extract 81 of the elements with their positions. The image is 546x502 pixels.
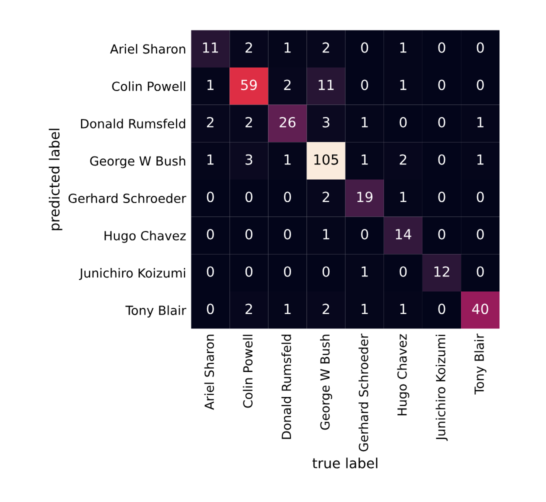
data-label: 1 (284, 304, 291, 314)
data-label: 59 (241, 80, 257, 90)
x-tick-label: Donald Rumsfeld (281, 334, 292, 439)
data-label: 11 (203, 42, 218, 53)
y-tick-label: Colin Powell (112, 81, 186, 92)
data-label: 0 (245, 192, 252, 202)
data-label: 0 (476, 192, 484, 202)
data-label: 0 (284, 228, 291, 240)
data-label: 1 (362, 154, 368, 165)
data-label: 40 (472, 304, 488, 314)
data-label: 0 (438, 304, 446, 314)
data-label: 2 (322, 42, 330, 53)
data-label: 0 (245, 228, 252, 240)
data-label: 26 (280, 116, 296, 128)
y-tick-label: Ariel Sharon (110, 44, 186, 54)
data-label: 105 (314, 154, 338, 165)
data-label: 3 (322, 116, 330, 128)
data-label: 1 (284, 42, 291, 53)
data-label: 0 (476, 228, 484, 240)
data-label: 1 (400, 80, 406, 90)
data-label: 1 (323, 229, 330, 240)
data-label: 0 (206, 304, 214, 314)
data-label: 14 (396, 229, 412, 240)
x-tick-label: Gerhard Schroeder (358, 334, 368, 452)
data-label: 19 (357, 192, 372, 202)
data-label: 1 (477, 154, 484, 165)
data-label: 1 (207, 154, 214, 165)
data-label: 1 (400, 304, 406, 314)
data-label: 0 (476, 80, 484, 90)
x-tick-label: Hugo Chavez (397, 334, 410, 416)
data-label: 0 (206, 266, 214, 277)
y-tick-label: Junichiro Koizumi (79, 268, 186, 280)
data-label: 0 (438, 42, 446, 53)
data-label: 0 (400, 266, 407, 277)
data-label: 1 (207, 80, 214, 90)
data-label: 1 (284, 154, 291, 165)
data-label: 12 (434, 266, 450, 277)
x-tick-label: Colin Powell (242, 334, 253, 408)
data-label: 2 (400, 154, 406, 165)
data-label: 0 (438, 154, 446, 165)
data-label: 0 (245, 266, 252, 277)
y-tick-label: Donald Rumsfeld (80, 118, 186, 128)
data-label: 0 (322, 266, 330, 277)
data-label: 2 (322, 192, 330, 202)
data-label: 2 (206, 116, 214, 128)
data-label: 2 (322, 304, 330, 314)
data-label: 1 (400, 192, 406, 202)
data-label: 2 (246, 42, 252, 53)
data-label: 2 (246, 304, 252, 314)
data-label: 2 (246, 116, 252, 128)
data-label: 0 (284, 266, 291, 277)
data-label: 1 (477, 117, 484, 128)
data-label: 0 (438, 116, 446, 128)
data-label: 1 (400, 42, 406, 53)
data-label: 2 (284, 80, 291, 90)
x-tick-label: George W Bush (320, 334, 332, 430)
data-label: 0 (206, 192, 214, 202)
y-tick-label: Gerhard Schroeder (68, 193, 186, 204)
data-label: 0 (361, 42, 368, 53)
data-label: 0 (476, 266, 484, 277)
x-tick-label: Tony Blair (474, 334, 486, 394)
data-label: 1 (362, 304, 368, 314)
y-tick-label: Hugo Chavez (104, 230, 186, 243)
y-axis-title: predicted label (48, 128, 62, 230)
data-label: 0 (438, 80, 446, 90)
data-label: 11 (318, 80, 334, 90)
data-label: 1 (362, 117, 368, 128)
data-label: 3 (246, 154, 252, 165)
data-label: 0 (438, 228, 446, 240)
data-label: 0 (206, 228, 214, 240)
data-label: 0 (284, 192, 291, 202)
data-label: 0 (476, 42, 484, 53)
x-axis-title: true label (312, 458, 378, 468)
data-label: 0 (361, 80, 368, 90)
data-label: 0 (361, 228, 368, 240)
y-tick-label: Tony Blair (125, 305, 186, 318)
data-label: 0 (438, 192, 446, 202)
y-tick-label: George W Bush (90, 156, 186, 168)
data-label: 0 (400, 116, 407, 128)
x-tick-label: Junichiro Koizumi (436, 334, 448, 441)
data-label: 1 (362, 266, 368, 277)
